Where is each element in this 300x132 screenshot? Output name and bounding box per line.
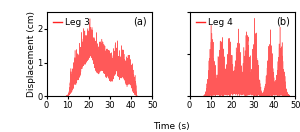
Legend: Leg 3: Leg 3 [51,16,91,29]
Legend: Leg 4: Leg 4 [194,16,234,29]
Text: (a): (a) [134,16,147,26]
Y-axis label: Displacement (cm): Displacement (cm) [27,11,36,97]
Text: (b): (b) [276,16,290,26]
Text: Time (s): Time (s) [153,122,189,131]
